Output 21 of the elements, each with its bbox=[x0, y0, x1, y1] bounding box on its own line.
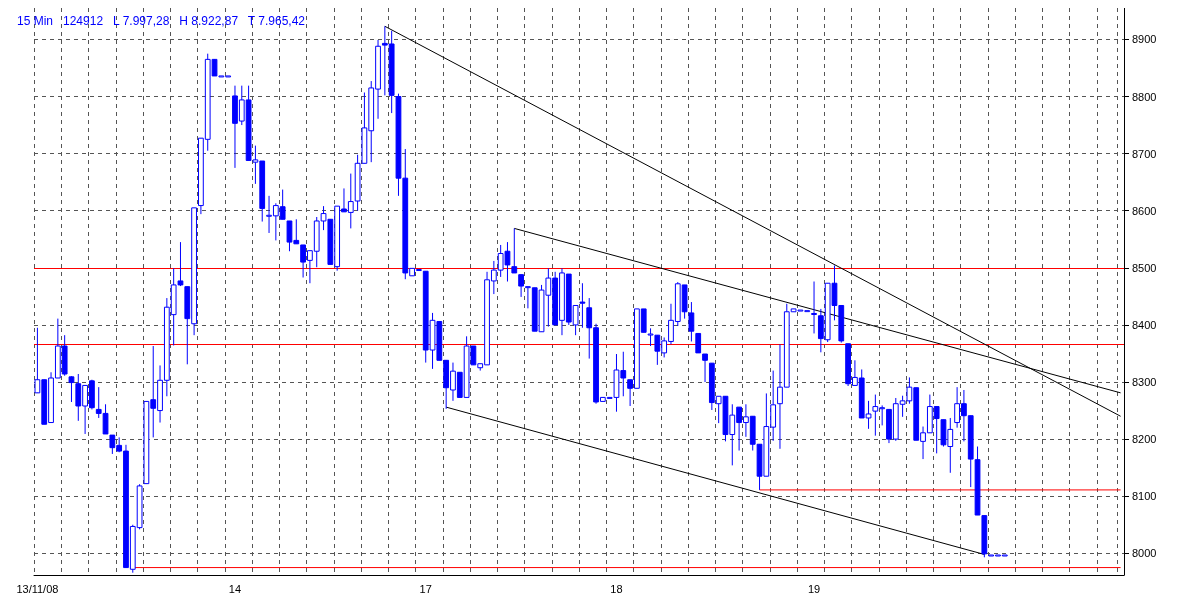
y-tick-label: 8100 bbox=[1132, 490, 1157, 503]
y-tick-label: 8600 bbox=[1132, 204, 1157, 217]
y-tick-label: 8200 bbox=[1132, 433, 1157, 446]
y-tick-label: 8900 bbox=[1132, 33, 1157, 46]
candlestick bbox=[688, 301, 695, 342]
y-tick-label: 8500 bbox=[1132, 261, 1157, 274]
y-tick-label: 8800 bbox=[1132, 90, 1157, 103]
candlestick bbox=[511, 227, 518, 274]
y-tick-label: 8400 bbox=[1132, 318, 1157, 331]
x-tick-label: 13/11/08 bbox=[16, 582, 59, 595]
x-tick-label: 18 bbox=[610, 582, 623, 595]
y-tick-label: 8700 bbox=[1132, 147, 1157, 160]
x-tick-label: 19 bbox=[807, 582, 821, 595]
candlestick bbox=[68, 375, 75, 403]
text: 15 Min 124912 L 7.997,28 H 8.922,87 T 7.965,42 bbox=[17, 14, 306, 28]
y-tick-label: 8000 bbox=[1132, 547, 1157, 560]
y-tick-label: 8300 bbox=[1132, 376, 1157, 388]
candlestick bbox=[811, 281, 817, 334]
x-tick-label: 14 bbox=[228, 582, 242, 595]
x-tick-label: 17 bbox=[419, 582, 432, 595]
candlestick bbox=[579, 282, 586, 329]
